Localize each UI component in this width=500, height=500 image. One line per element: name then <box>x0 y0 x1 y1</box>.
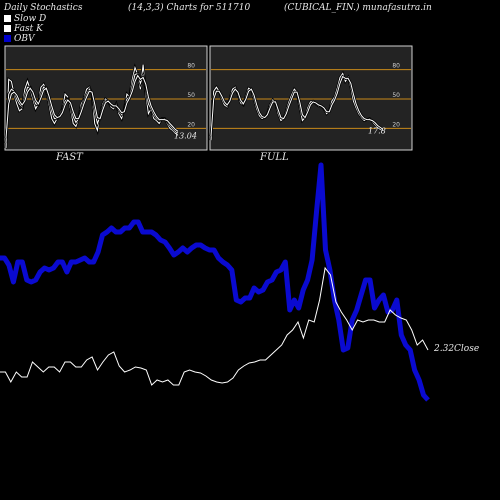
panel-label-fast: FAST <box>56 152 83 163</box>
fast-series-line-2 <box>5 74 179 139</box>
legend-label-slow-d: Slow D <box>14 14 47 24</box>
legend-obv: OBV <box>4 34 35 44</box>
legend-slow-d: Slow D <box>4 14 46 24</box>
fast-ytick-50: 50 <box>187 92 195 99</box>
obv-line <box>0 162 430 402</box>
close-line <box>0 266 429 386</box>
last-close-label: 2.32Close <box>433 344 479 354</box>
full-series-line-1 <box>210 75 384 137</box>
legend-swatch-obv <box>4 35 11 42</box>
fast-ytick-80: 80 <box>187 63 195 70</box>
full-ytick-80: 80 <box>392 63 400 70</box>
fast-last-value-label: 13.04 <box>174 131 197 140</box>
fast-ytick-20: 20 <box>187 121 195 128</box>
legend-fast-k: Fast K <box>4 24 43 34</box>
legend-swatch-fast-k <box>4 25 11 32</box>
legend-label-fast-k: Fast K <box>14 24 43 34</box>
full-last-value-label: 17.8 <box>368 127 386 136</box>
legend-swatch-slow-d <box>4 15 11 22</box>
full-ytick-20: 20 <box>392 121 400 128</box>
full-ytick-50: 50 <box>392 92 400 99</box>
full-panel-frame <box>209 45 413 151</box>
chart-title-left: Daily Stochastics <box>4 3 83 13</box>
legend-label-obv: OBV <box>14 34 35 44</box>
chart-title-right: (CUBICAL_FIN.) munafasutra.in <box>284 3 432 13</box>
panel-label-full: FULL <box>260 152 289 163</box>
chart-title-mid: (14,3,3) Charts for 511710 <box>128 3 251 13</box>
